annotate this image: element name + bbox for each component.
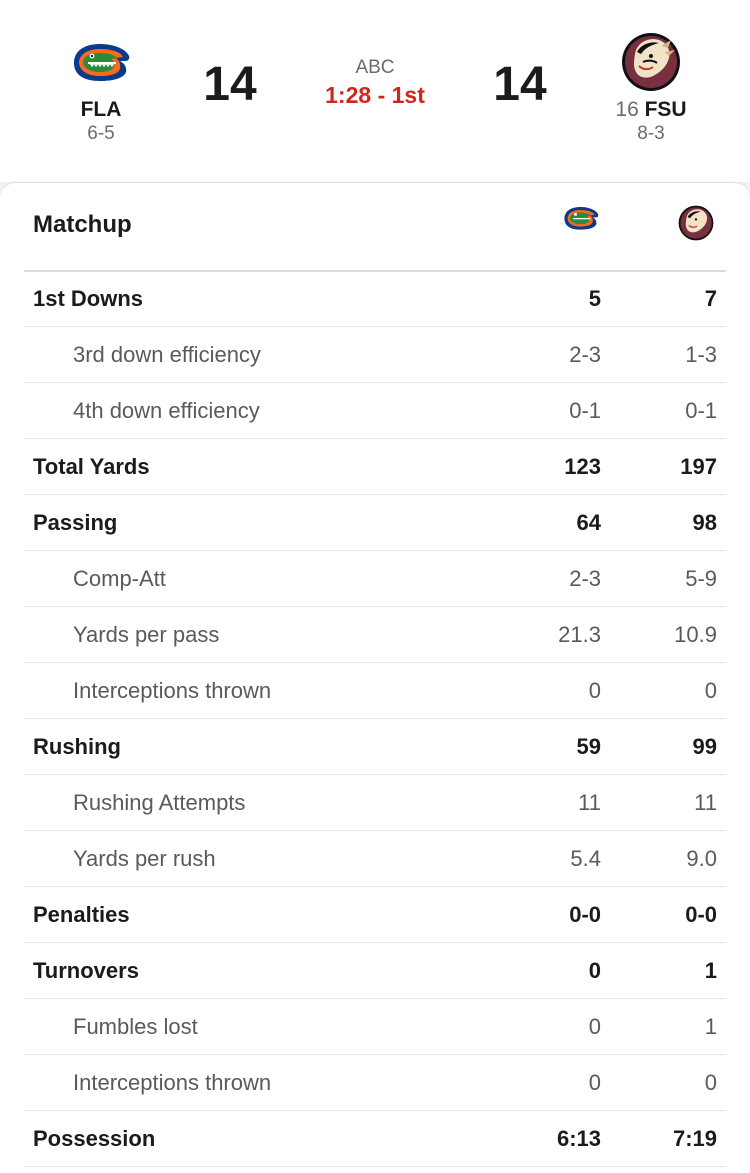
stat-label: Passing [33,510,118,535]
stat-label: Interceptions thrown [73,678,272,703]
stat-away-value: 0 [588,958,601,983]
stat-away-value: 64 [576,510,601,535]
stat-away-value: 0-1 [569,398,601,423]
stat-row: Passing 64 98 [24,495,726,551]
stat-row: 4th down efficiency 0-1 0-1 [24,383,726,439]
stat-row: Total Yards 123 197 [24,439,726,495]
stat-away-value: 59 [576,734,601,759]
matchup-header: Matchup [24,183,726,272]
stat-home-value: 11 [694,790,717,815]
stat-away-value: 123 [564,454,601,479]
away-team-record: 6-5 [87,123,115,144]
stat-away-value: 6:13 [556,1126,601,1151]
stat-home-value: 197 [680,454,717,479]
stat-home-value: 5-9 [685,566,717,591]
stat-row: 3rd down efficiency 2-3 1-3 [24,327,726,383]
away-team-abbr: FLA [80,98,122,121]
stat-label: 4th down efficiency [73,398,260,423]
stat-away-value: 5 [588,286,601,311]
matchup-title: Matchup [33,211,132,238]
stat-label: Fumbles lost [73,1014,198,1039]
game-info: ABC 1:28 - 1st [275,56,475,110]
game-clock: 1:28 - 1st [325,82,425,108]
stat-away-value: 0-0 [569,902,601,927]
stat-home-value: 1 [704,1014,717,1039]
gator-head-icon [562,205,600,236]
stat-label: Penalties [33,902,130,927]
away-team[interactable]: FLA 6-5 [21,30,181,146]
stat-label: Comp-Att [73,566,166,591]
stat-label: Possession [33,1126,156,1151]
stat-row: 1st Downs 5 7 [24,271,726,327]
home-team-rank: 16 [615,98,639,121]
stat-home-value: 0-0 [685,902,717,927]
stat-row: Interceptions thrown 0 0 [24,1055,726,1111]
stat-label: Yards per pass [73,622,220,647]
stat-row: Turnovers 0 1 [24,943,726,999]
stat-row: Fumbles lost 0 1 [24,999,726,1055]
stat-row: Possession 6:13 7:19 [24,1111,726,1167]
tv-network: ABC [355,57,395,78]
stat-home-value: 9.0 [686,846,717,871]
stat-row: Interceptions thrown 0 0 [24,663,726,719]
stat-label: 3rd down efficiency [73,342,261,367]
stat-away-value: 0 [588,1014,601,1039]
stat-row: Rushing 59 99 [24,719,726,775]
stat-away-value: 5.4 [570,846,601,871]
stat-label: 1st Downs [33,286,144,311]
matchup-card: Matchup 1st Downs 5 7 3rd down efficiency 2-… [0,182,750,1173]
home-team-record: 8-3 [637,123,665,144]
scoreboard: FLA 6-5 14 ABC 1:28 - 1st 14 16 FSU [0,0,750,182]
stat-away-value: 0 [588,1070,601,1095]
stat-row: Yards per pass 21.3 10.9 [24,607,726,663]
gator-head-icon [21,30,181,94]
home-team[interactable]: 16 FSU 8-3 [571,30,731,146]
stat-home-value: 0-1 [685,398,717,423]
stat-row: Comp-Att 2-3 5-9 [24,551,726,607]
stat-home-value: 99 [692,734,717,759]
stat-home-value: 0 [704,1070,717,1095]
stat-label: Total Yards [33,454,150,479]
stat-home-value: 7 [704,286,717,311]
stat-home-value: 98 [692,510,717,535]
matchup-stats-table: 1st Downs 5 7 3rd down efficiency 2-3 1-3 4th … [24,271,726,1167]
stat-away-value: 2-3 [569,342,601,367]
stat-away-value: 11 [578,790,601,815]
stat-label: Rushing [33,734,121,759]
home-team-abbr: FSU [644,98,687,121]
stat-row: Rushing Attempts 11 11 [24,775,726,831]
stat-label: Rushing Attempts [73,790,246,815]
stat-home-value: 1-3 [685,342,717,367]
stat-label: Turnovers [33,958,139,983]
stat-away-value: 21.3 [558,622,601,647]
home-team-name: 16 FSU [571,98,731,122]
stat-home-value: 7:19 [672,1126,717,1151]
home-score: 14 [493,58,547,111]
seminole-head-icon [678,205,714,246]
away-team-name: FLA [21,98,181,122]
stat-away-value: 2-3 [569,566,601,591]
stat-home-value: 0 [704,678,717,703]
seminole-head-icon [571,30,731,94]
stat-label: Yards per rush [73,846,216,871]
stat-row: Yards per rush 5.4 9.0 [24,831,726,887]
away-score: 14 [203,58,257,111]
stat-home-value: 10.9 [674,622,717,647]
stat-home-value: 1 [704,958,717,983]
stat-away-value: 0 [588,678,601,703]
stat-row: Penalties 0-0 0-0 [24,887,726,943]
stat-label: Interceptions thrown [73,1070,272,1095]
